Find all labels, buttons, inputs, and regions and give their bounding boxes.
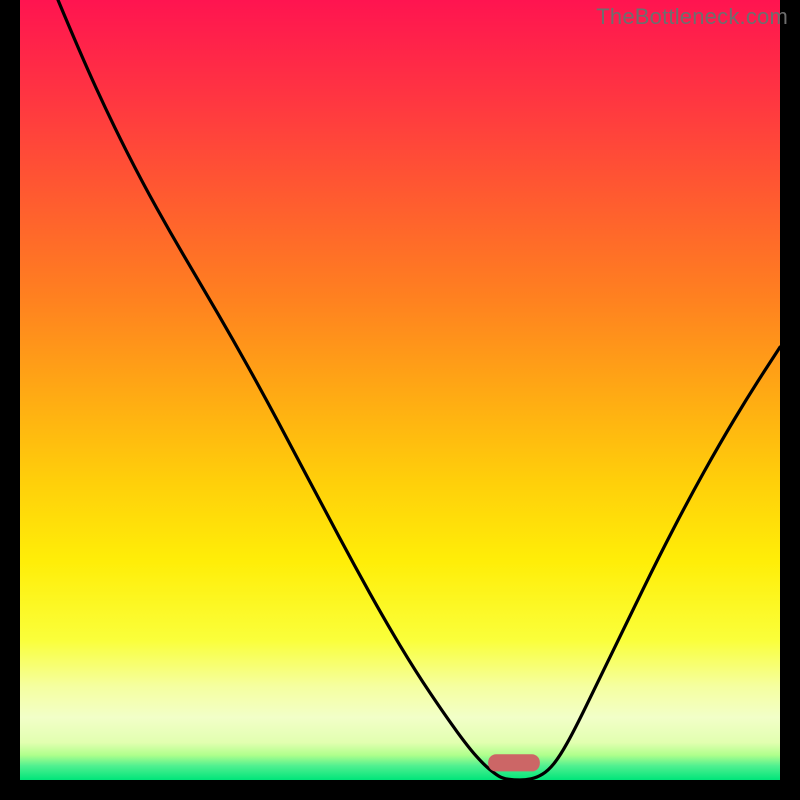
optimal-marker [488, 754, 540, 771]
bottleneck-chart [0, 0, 800, 800]
axis-border-left [0, 0, 20, 800]
axis-border-right [780, 0, 800, 800]
watermark-text: TheBottleneck.com [596, 4, 788, 30]
chart-container: TheBottleneck.com [0, 0, 800, 800]
plot-background [20, 0, 780, 780]
axis-border-bottom [0, 780, 800, 800]
